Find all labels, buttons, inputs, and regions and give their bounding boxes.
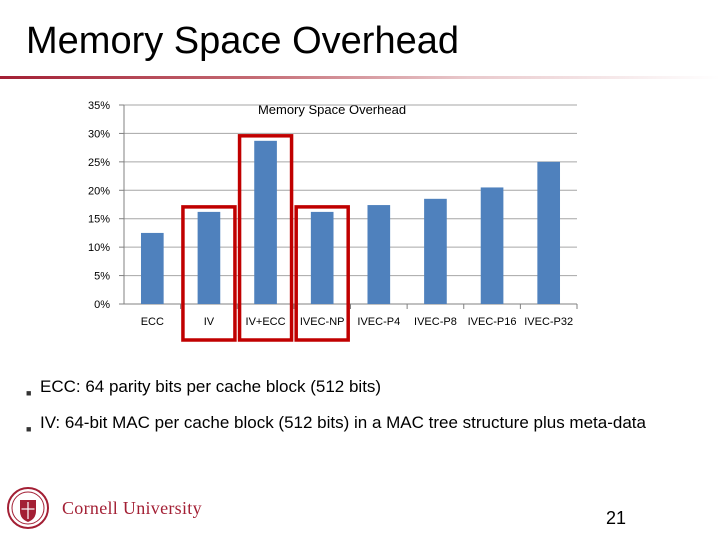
y-tick-label: 5% xyxy=(94,271,110,283)
bullet-list: ■ ECC: 64 parity bits per cache block (5… xyxy=(26,376,686,448)
x-tick-label: IVEC-P16 xyxy=(468,316,517,328)
cornell-logo: Cornell University xyxy=(6,486,202,530)
x-tick-label: IVEC-NP xyxy=(300,316,345,328)
bar xyxy=(367,205,391,304)
x-tick-label: IVEC-P32 xyxy=(524,316,573,328)
highlight-box xyxy=(181,205,237,342)
bar xyxy=(254,140,277,304)
bullet-item: ■ ECC: 64 parity bits per cache block (5… xyxy=(26,376,686,404)
bullet-square-icon: ■ xyxy=(26,424,32,434)
x-tick-label: IV+ECC xyxy=(246,316,286,328)
bar xyxy=(310,211,334,304)
bar xyxy=(424,198,447,304)
title-rule xyxy=(0,76,720,79)
highlight-box xyxy=(237,134,294,342)
y-tick-label: 20% xyxy=(88,185,110,197)
y-tick-label: 0% xyxy=(94,299,110,311)
slide-title: Memory Space Overhead xyxy=(26,20,459,62)
y-tick-label: 35% xyxy=(88,100,110,112)
bar xyxy=(480,187,504,304)
bullet-text: ECC: 64 parity bits per cache block (512… xyxy=(40,377,382,396)
bar xyxy=(140,232,164,304)
bar-chart: Memory Space Overhead 0% 5% 10% 15% 20% 25% 30%… xyxy=(88,100,578,342)
y-tick-label: 25% xyxy=(88,157,110,169)
bullet-item: ■ IV: 64-bit MAC per cache block (512 bi… xyxy=(26,412,686,440)
x-tick-label: IV xyxy=(204,316,215,328)
bar xyxy=(197,211,221,304)
x-tick-label: IVEC-P4 xyxy=(357,316,400,328)
y-tick-label: 10% xyxy=(88,242,110,254)
university-name: Cornell University xyxy=(62,497,202,518)
page-number: 21 xyxy=(605,508,626,528)
y-tick-label: 15% xyxy=(88,214,110,226)
bullet-square-icon: ■ xyxy=(26,388,32,398)
x-tick-label: ECC xyxy=(141,316,164,328)
bar xyxy=(537,161,561,304)
bullet-text: IV: 64-bit MAC per cache block (512 bits… xyxy=(40,413,646,432)
x-tick-label: IVEC-P8 xyxy=(414,316,457,328)
y-tick-label: 30% xyxy=(88,128,110,140)
chart-title: Memory Space Overhead xyxy=(258,102,406,117)
cornell-seal-icon xyxy=(7,487,49,529)
highlight-box xyxy=(294,205,350,342)
